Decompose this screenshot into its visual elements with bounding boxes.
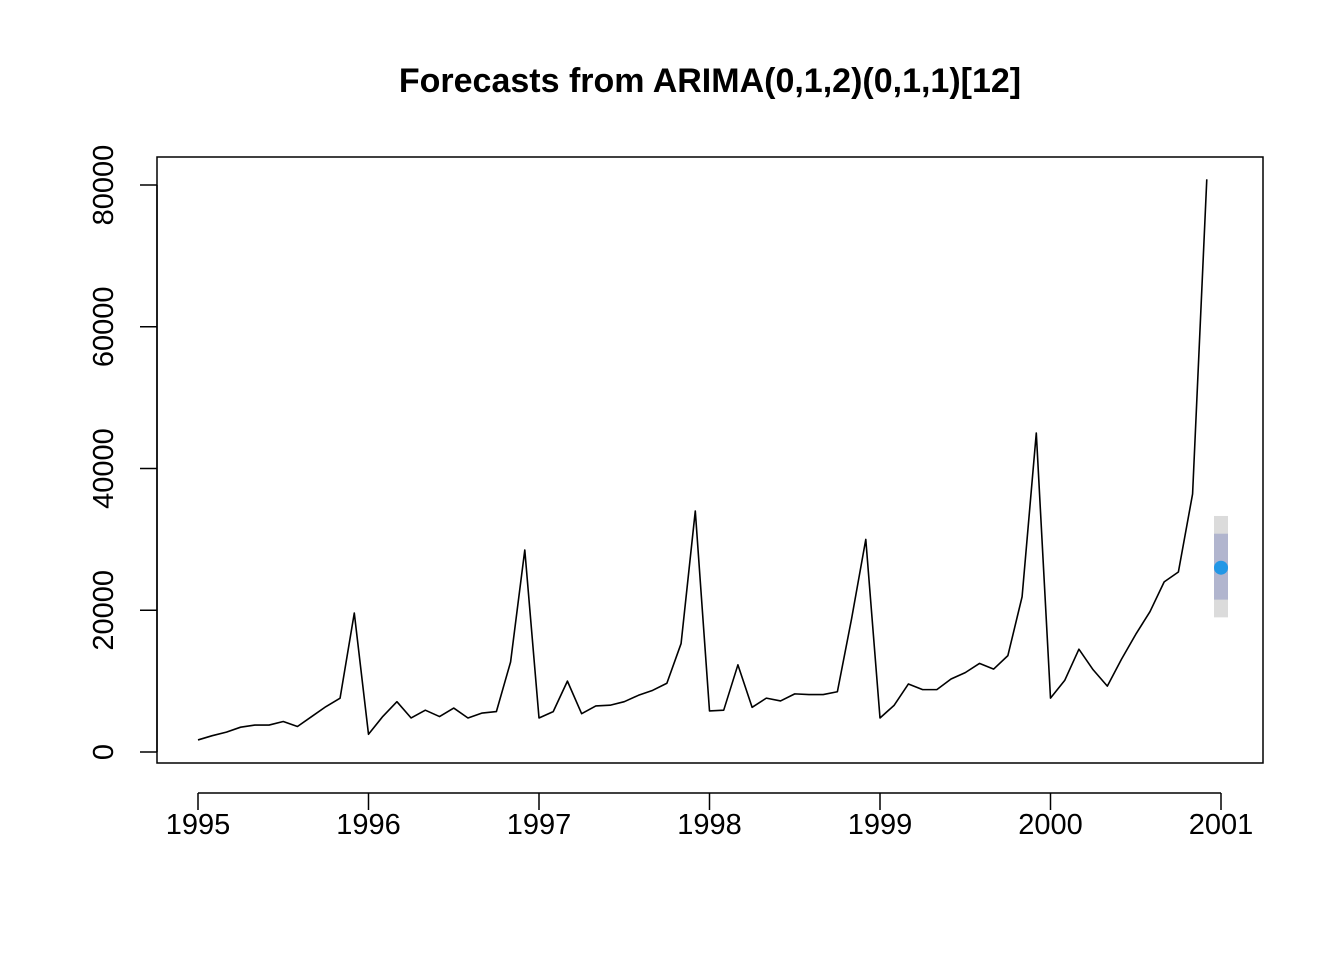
x-tick-label: 1996 [336,809,401,841]
forecast-point [1214,560,1228,575]
x-tick-label: 1998 [677,809,742,841]
y-tick-label: 0 [88,744,120,760]
x-tick-label: 2001 [1189,809,1254,841]
x-axis: 1995 1996 1997 1998 1999 2000 2001 [166,792,1254,841]
x-tick-label: 1999 [848,809,913,841]
x-tick-label: 1997 [507,809,572,841]
y-tick-label: 80000 [88,145,120,226]
y-tick-label: 60000 [88,286,120,367]
y-tick-label: 40000 [88,428,120,509]
x-tick-label: 2000 [1018,809,1083,841]
chart-title: Forecasts from ARIMA(0,1,2)(0,1,1)[12] [399,62,1021,100]
plot-frame [156,156,1264,764]
y-axis: 0 20000 40000 60000 80000 [88,145,158,760]
x-tick-label: 1995 [166,809,231,841]
y-tick-label: 20000 [88,570,120,651]
observed-series-line [197,179,1208,741]
